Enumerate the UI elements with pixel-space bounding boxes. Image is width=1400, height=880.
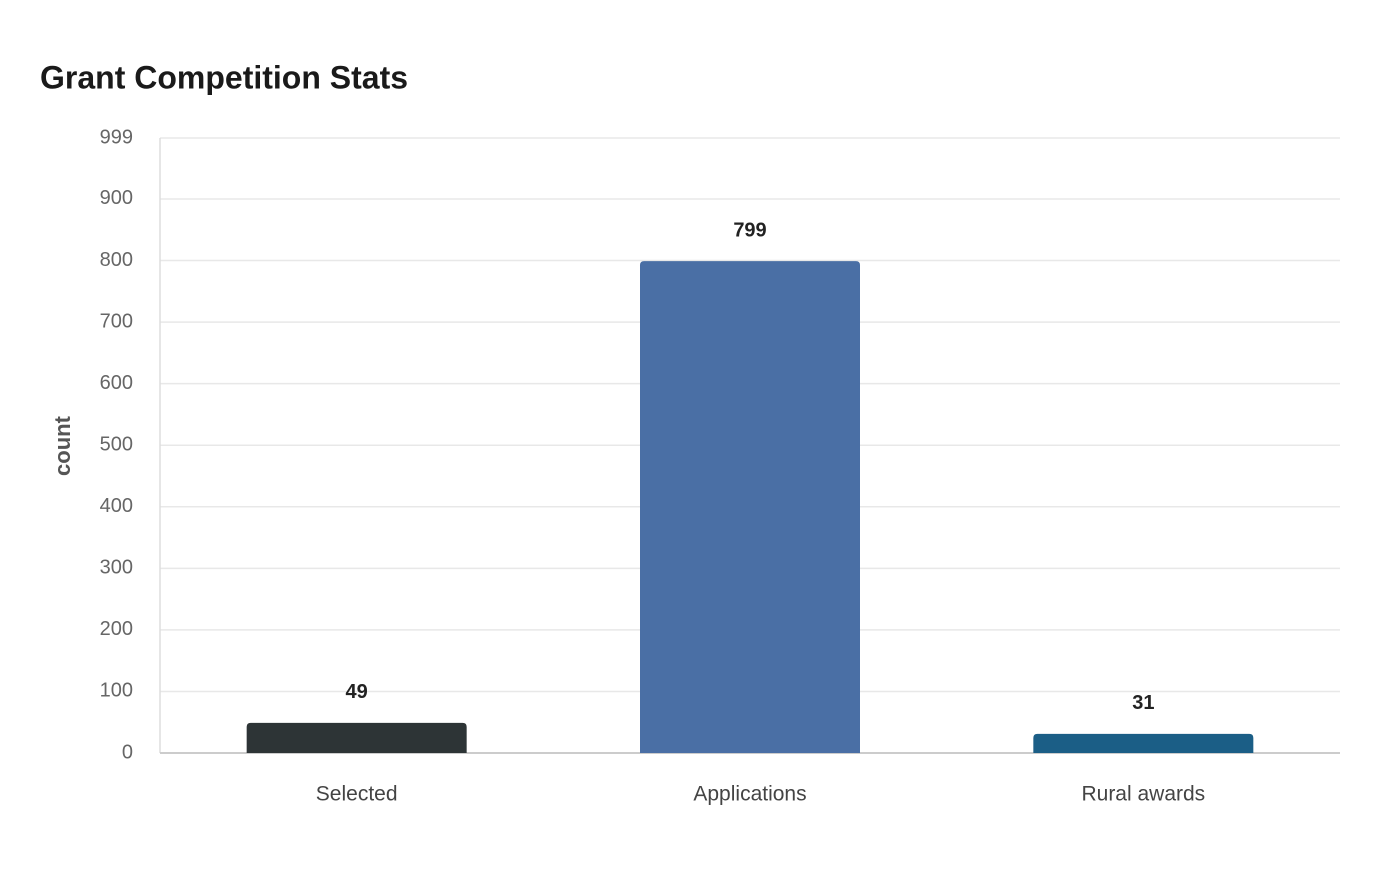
y-tick-label: 300: [100, 557, 133, 579]
y-tick-label: 500: [100, 433, 133, 455]
data-label: 799: [733, 219, 766, 241]
y-tick-label: 100: [100, 680, 133, 702]
bar: [246, 722, 467, 753]
x-tick-label: Selected: [316, 783, 398, 806]
chart-title: Grant Competition Stats: [40, 59, 408, 95]
y-tick-label: 200: [100, 618, 133, 640]
y-tick-label: 600: [100, 372, 133, 394]
y-tick-label: 999: [100, 126, 133, 148]
y-tick-label: 800: [100, 249, 133, 271]
y-axis-label: count: [50, 415, 75, 476]
y-tick-label: 400: [100, 495, 133, 517]
y-tick-label: 0: [122, 741, 133, 763]
data-label: 49: [346, 681, 368, 703]
x-tick-label: Applications: [693, 783, 806, 806]
x-tick-label: Rural awards: [1081, 783, 1205, 806]
y-tick-label: 900: [100, 187, 133, 209]
bar: [1033, 733, 1254, 753]
bar: [640, 261, 860, 753]
data-label: 31: [1132, 692, 1154, 714]
y-tick-label: 700: [100, 310, 133, 332]
